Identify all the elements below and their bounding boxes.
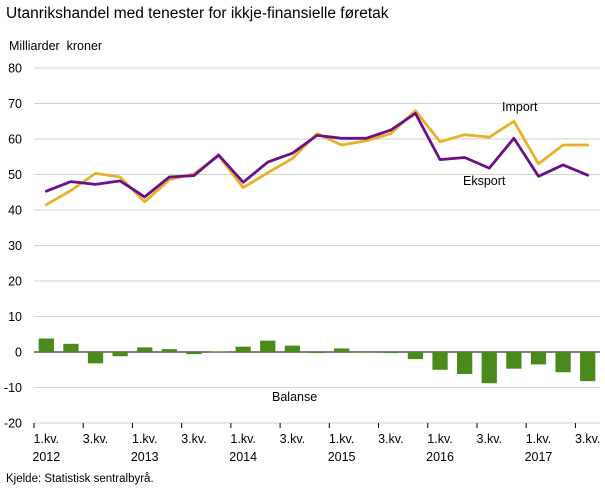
y-tick-label: 70: [8, 97, 22, 111]
balanse-bar: [407, 352, 424, 360]
x-tick-year: 2013: [131, 450, 159, 464]
balanse-bar: [260, 340, 276, 352]
x-tick-label: 1.kv.: [427, 432, 452, 446]
eksport-line: [44, 112, 590, 199]
x-tick-year: 2015: [328, 450, 356, 464]
balanse-bar: [383, 352, 399, 354]
x-tick-label: 3.kv.: [575, 432, 600, 446]
y-tick-label: 40: [8, 204, 22, 218]
balanse-bar: [87, 352, 104, 364]
x-tick-year: 2012: [32, 450, 60, 464]
balanse-bar: [186, 352, 202, 355]
x-tick-year: 2014: [229, 450, 257, 464]
chart-title: Utanrikshandel med tenester for ikkje-fi…: [6, 5, 389, 22]
balanse-bar: [555, 352, 571, 373]
import-line: [44, 109, 590, 207]
y-axis-label: Milliarder kroner: [9, 39, 103, 53]
x-tick-label: 1.kv.: [34, 432, 59, 446]
balanse-bar: [63, 343, 79, 352]
source-note: Kjelde: Statistisk sentralbyrå.: [6, 473, 154, 485]
balanse-bar: [333, 348, 350, 352]
balanse-bar: [284, 345, 301, 352]
x-tick-label: 1.kv.: [230, 432, 255, 446]
x-tick-label: 3.kv.: [181, 432, 206, 446]
x-tick-label: 1.kv.: [526, 432, 551, 446]
balanse-bar: [235, 346, 251, 352]
y-tick-label: 10: [8, 310, 22, 324]
x-tick-year: 2017: [525, 450, 553, 464]
y-tick-label: 0: [15, 346, 22, 360]
balanse-bar: [112, 352, 128, 357]
balanse-bar: [481, 352, 497, 384]
x-tick-label: 1.kv.: [329, 432, 354, 446]
balanse-bar: [580, 352, 596, 382]
chart-svg: 80 70 60 50 40 30 20 10 0 -10 -20 1.kv. 2012 3.kv. 1.k…: [4, 62, 601, 465]
y-tick-label: 60: [8, 133, 22, 147]
y-tick-label: 20: [8, 275, 22, 289]
x-tick-label: 3.kv.: [477, 432, 502, 446]
y-tick-label: 50: [8, 168, 22, 182]
balanse-bar: [457, 352, 473, 375]
balanse-bar: [137, 347, 153, 352]
balanse-bar: [38, 338, 54, 352]
x-tick-label: 3.kv.: [280, 432, 305, 446]
balanse-bar: [358, 352, 374, 353]
y-tick-label: 30: [8, 239, 22, 253]
x-tick-label: 1.kv.: [132, 432, 157, 446]
balanse-bar: [161, 349, 177, 352]
y-tick-label: -20: [4, 417, 22, 431]
balanse-bar: [530, 352, 547, 365]
balanse-bar: [309, 352, 325, 354]
eksport-label: Eksport: [463, 174, 506, 188]
balanse-bar: [210, 351, 227, 353]
balanse-label: Balanse: [272, 390, 317, 404]
balanse-bar: [432, 352, 448, 370]
x-tick-label: 3.kv.: [378, 432, 403, 446]
balanse-bar: [506, 352, 522, 369]
y-tick-label: -10: [4, 381, 22, 395]
y-tick-label: 80: [8, 62, 22, 76]
import-label: Import: [502, 100, 538, 114]
x-tick-year: 2016: [426, 450, 454, 464]
x-tick-label: 3.kv.: [83, 432, 108, 446]
